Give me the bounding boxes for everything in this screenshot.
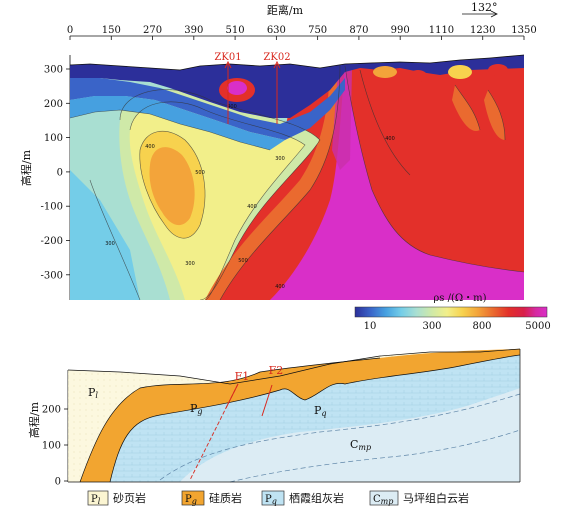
contour-label: 300 [275,156,285,162]
surface-line [69,54,525,71]
y-tick-label: 300 [44,65,63,76]
x-tick-group: 0 150 270 390 510 630 750 870 990 1110 1230 1350 [67,25,537,40]
fault-label-f1: F1 [235,370,250,383]
borehole-zk02: ZK02 [263,52,291,124]
resistivity-section: 距离/m 132° 0 150 270 390 510 630 750 870 990 1110 1… [19,1,551,332]
svg-text:Pq: Pq [314,404,327,418]
legend-label: 栖霞组灰岩 [289,491,344,505]
y-tick-label: 100 [44,133,63,144]
bottom-y-axis-title: 高程/m [27,401,41,438]
y-axis-title: 高程/m [19,149,33,186]
contour-label-group: 400 300 500 400 300 400 500 400 300 400 [105,104,395,290]
y-tick-group: 300 200 100 0 -100 -200 -300 [41,55,71,300]
x-tick-label: 750 [308,25,327,36]
legend-code: Pq [265,494,277,506]
azimuth-indicator: 132° [462,1,498,18]
legend-swatch [181,490,205,506]
y-tick-label: -200 [41,236,63,247]
bottom-y-tick-label: 0 [55,477,61,488]
unit-label-pg-section: Pg [190,402,203,416]
legend-swatch [369,490,399,506]
legend-label: 马坪组白云岩 [403,491,469,505]
contour-label: 500 [195,170,205,176]
colorbar-tick-label: 800 [472,321,491,332]
bottom-y-tick-label: 200 [42,405,61,416]
x-tick-label: 870 [349,25,368,36]
legend-item: Cmp 马坪组白云岩 [369,490,469,506]
legend: Pl 砂页岩 Pg 硅质岩 Pq 栖霞组灰岩 Cmp 马坪组白云岩 [87,490,469,506]
legend-code: Cmp [373,494,393,506]
boundary-dashed-lines [159,393,521,483]
y-tick-label: 0 [57,167,63,178]
geological-section: 高程/m 200 100 0 F1 F2 [27,348,521,488]
fault-label-f2: F2 [269,364,284,377]
x-tick-label: 1230 [470,25,495,36]
x-tick-label: 630 [267,25,286,36]
legend-item: Pl 砂页岩 [87,490,146,506]
contour-label: 400 [275,284,285,290]
resistivity-field: 400 300 500 400 300 400 500 400 300 400 [70,55,524,300]
unit-label-pq-section: Pq [314,404,327,418]
unit-label-cmp-section: Cmp [350,438,371,452]
x-tick-label: 1350 [511,25,536,36]
bottom-y-tick-label: 100 [42,441,61,452]
layer-cmp [180,388,520,482]
legend-item: Pg 硅质岩 [181,490,242,506]
x-tick-label: 270 [143,25,162,36]
contour-lines [70,61,524,300]
legend-label: 砂页岩 [113,491,146,505]
y-tick-label: 200 [44,99,63,110]
x-tick-label: 0 [67,25,73,36]
borehole-label-zk02: ZK02 [263,52,290,63]
colorbar-tick-label: 5000 [525,321,550,332]
x-tick-label: 390 [184,25,203,36]
borehole-zk01: ZK01 [214,52,242,124]
x-tick-label: 150 [102,25,121,36]
contour-label: 300 [105,241,115,247]
colorbar-title: ρs /(Ω・m) [433,293,486,304]
svg-text:Pg: Pg [190,402,203,416]
svg-text:Cmp: Cmp [350,438,371,452]
contour-label: 400 [385,136,395,142]
colorbar [354,306,548,318]
layer-boundaries [67,348,521,483]
colorbar-tick-label: 10 [364,321,377,332]
unit-label-pl-section: Pl [88,386,98,400]
x-tick-label: 990 [391,25,410,36]
legend-swatch [87,490,109,506]
legend-code: Pl [91,494,101,506]
contour-label: 400 [247,204,257,210]
contour-label: 500 [238,258,248,264]
x-tick-label: 1110 [429,25,454,36]
x-tick-label: 510 [226,25,245,36]
fault-f1: F1 [189,370,250,481]
colorbar-tick-group: 10 300 800 5000 [364,321,551,332]
borehole-label-zk01: ZK01 [214,52,241,63]
x-axis-title: 距离/m [267,3,304,17]
legend-swatch [261,490,285,506]
y-tick-label: -100 [41,202,63,213]
azimuth-label: 132° [471,1,498,14]
legend-code: Pg [185,494,197,506]
y-tick-label: -300 [41,270,63,281]
bottom-y-tick-group: 200 100 0 [42,405,68,488]
fault-f2: F2 [261,364,284,417]
contour-label: 400 [145,144,155,150]
legend-label: 硅质岩 [209,491,242,505]
contour-label: 400 [227,104,237,110]
contour-label: 300 [185,261,195,267]
colorbar-tick-label: 300 [422,321,441,332]
svg-text:Pl: Pl [88,386,98,400]
legend-item: Pq 栖霞组灰岩 [261,490,344,506]
